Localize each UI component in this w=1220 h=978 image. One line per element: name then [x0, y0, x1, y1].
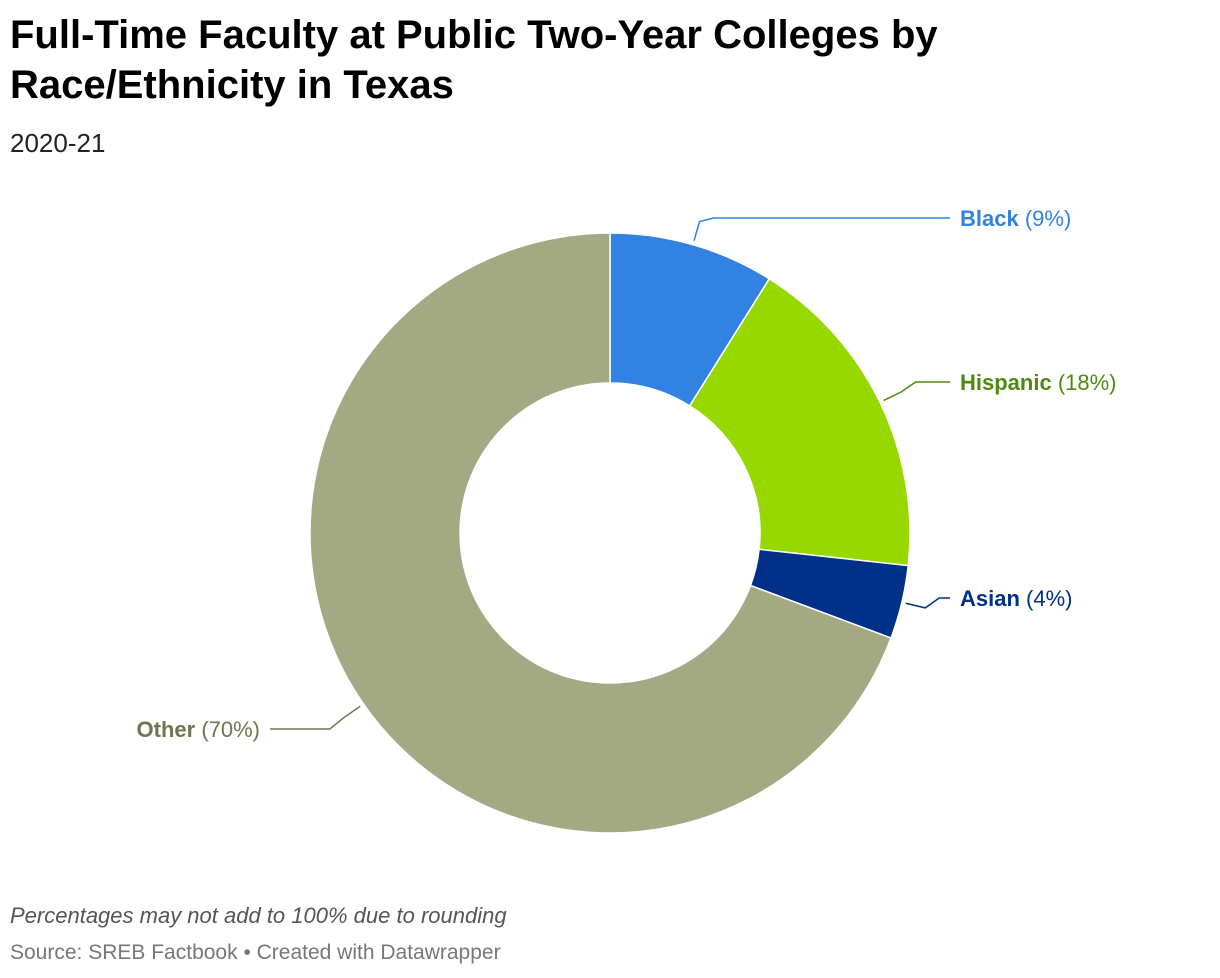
slice-label-value: (18%): [1052, 370, 1117, 395]
label-group: Black (9%) Hispanic (18%) Asian (4%) Other …: [137, 206, 1117, 742]
slice-label-black: Black (9%): [960, 206, 1071, 231]
slice-label-name: Asian: [960, 586, 1020, 611]
slice-label-value: (70%): [195, 717, 260, 742]
slice-label-other: Other (70%): [137, 717, 260, 742]
leader-line-black: [693, 217, 950, 242]
slice-label-value: (9%): [1019, 206, 1072, 231]
chart-subtitle: 2020-21: [10, 128, 106, 158]
donut-chart: Black (9%) Hispanic (18%) Asian (4%) Other …: [137, 206, 1117, 834]
slice-label-value: (4%): [1020, 586, 1073, 611]
slice-other: [309, 232, 892, 834]
slice-label-name: Black: [960, 206, 1019, 231]
slice-group: [309, 232, 911, 834]
rounding-note: Percentages may not add to 100% due to r…: [10, 903, 507, 928]
slice-label-name: Other: [137, 717, 196, 742]
leader-line-other: [270, 705, 361, 730]
leader-line-asian: [905, 597, 950, 609]
slice-hispanic: [688, 277, 911, 567]
slice-label-name: Hispanic: [960, 370, 1052, 395]
chart-title: Full-Time Faculty at Public Two-Year Col…: [10, 13, 938, 107]
slice-label-asian: Asian (4%): [960, 586, 1072, 611]
source-line: Source: SREB Factbook • Created with Dat…: [10, 941, 501, 964]
leader-line-hispanic: [883, 381, 950, 402]
slice-label-hispanic: Hispanic (18%): [960, 370, 1117, 395]
